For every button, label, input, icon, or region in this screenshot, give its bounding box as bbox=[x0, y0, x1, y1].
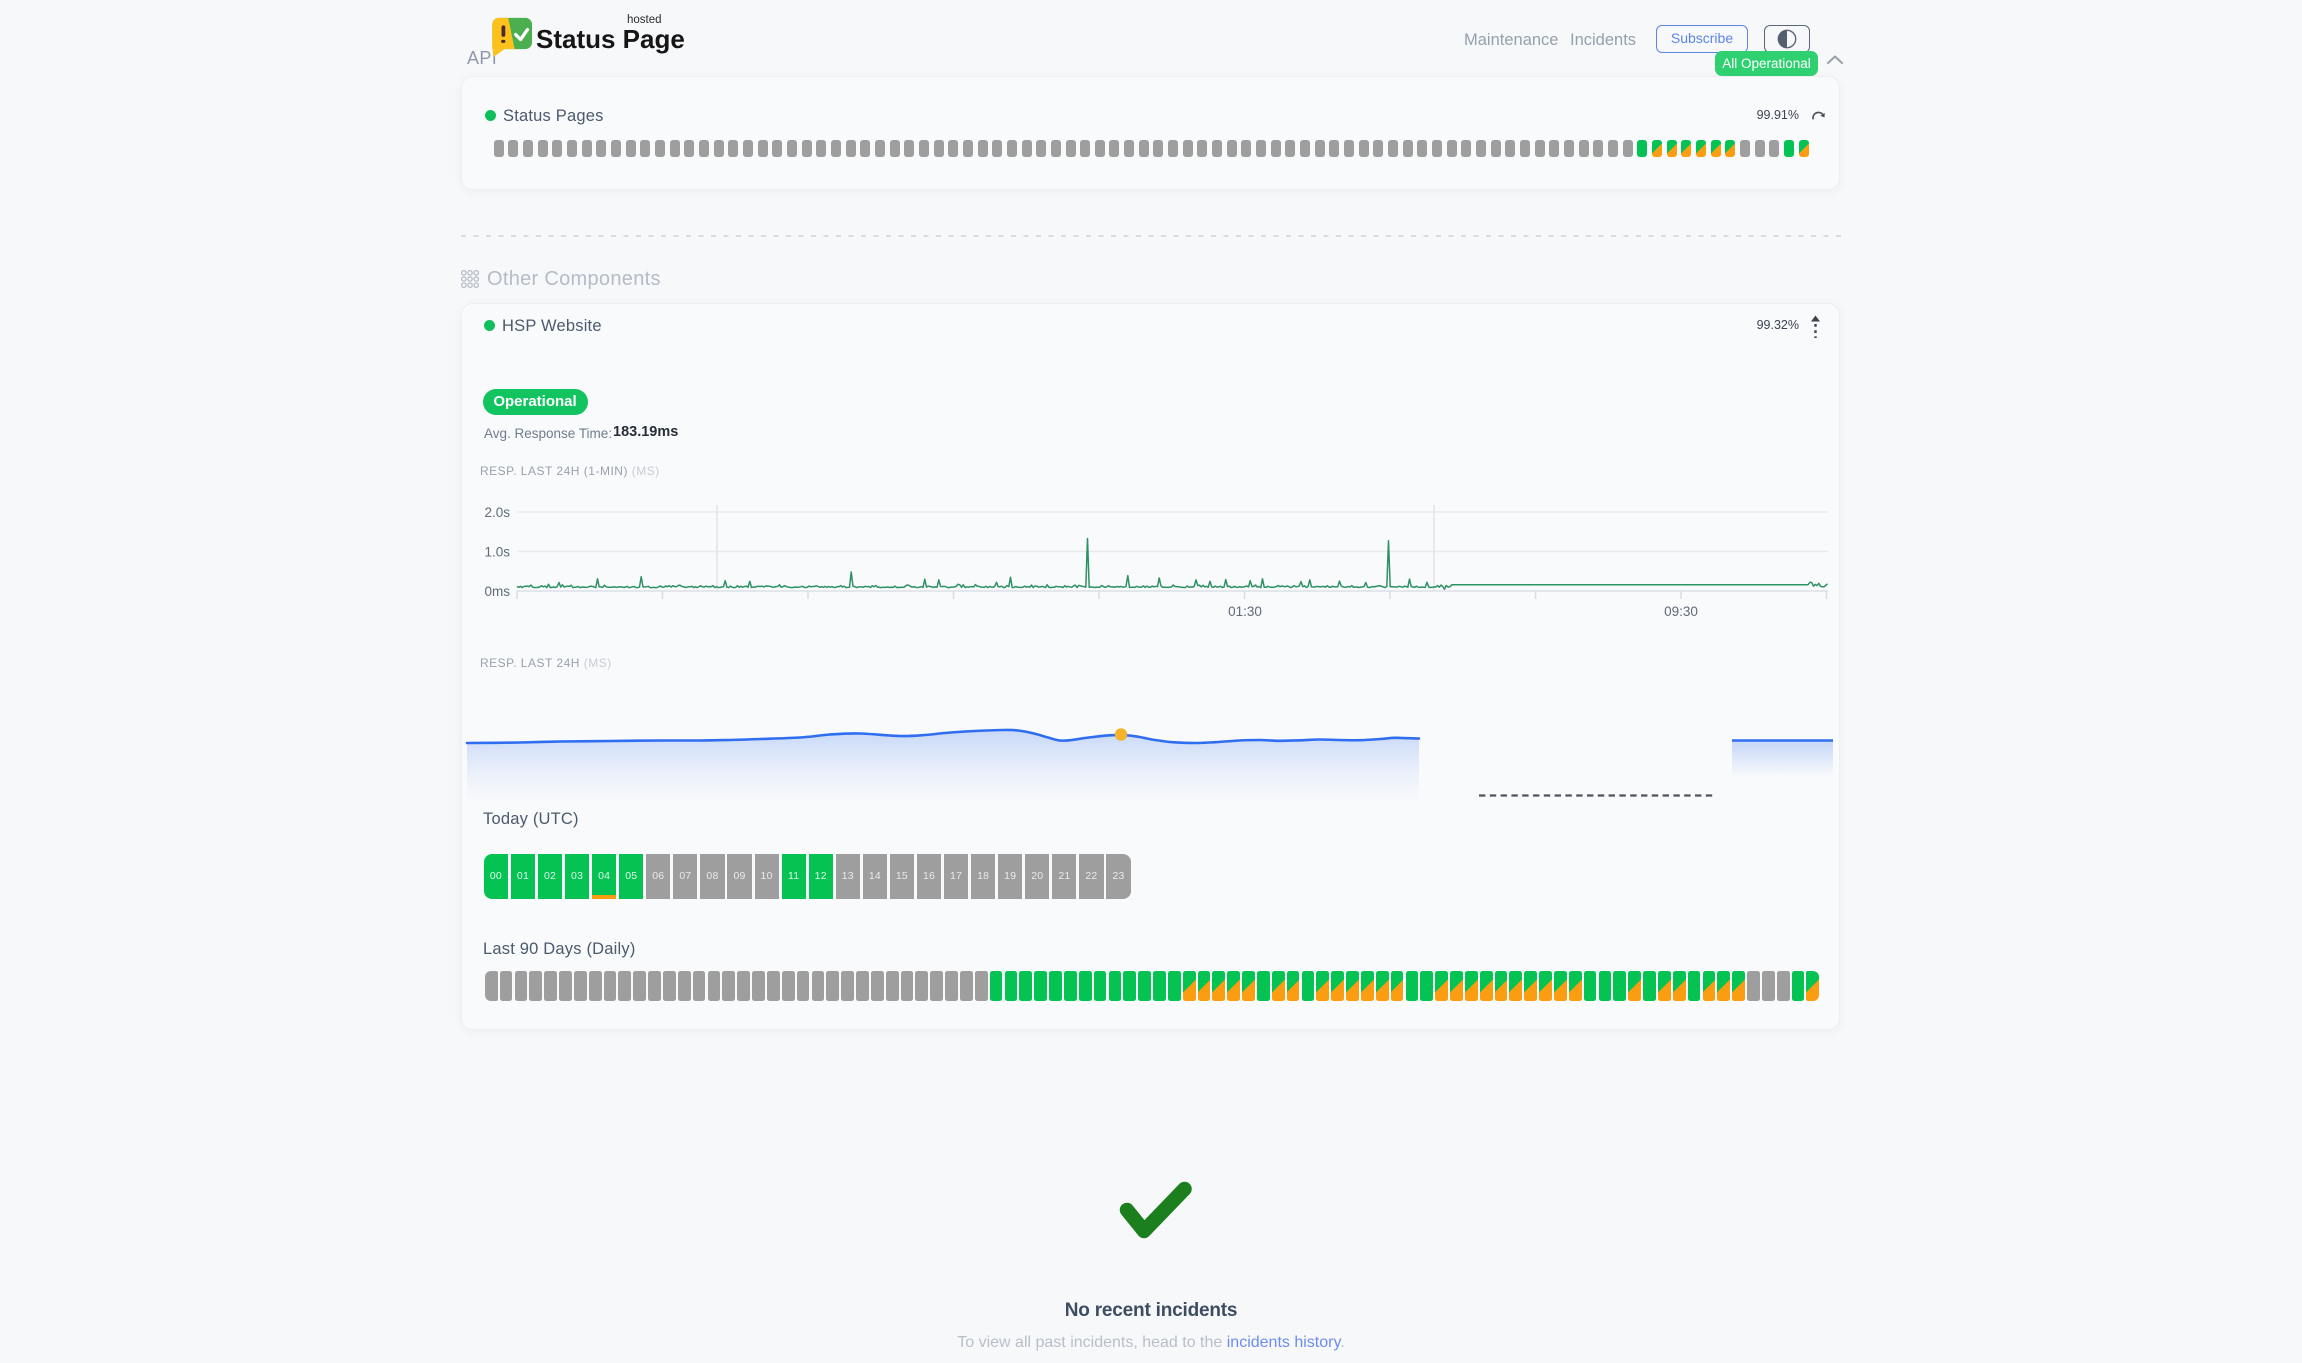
svg-text:01:30: 01:30 bbox=[1228, 604, 1262, 619]
svg-text:09:30: 09:30 bbox=[1664, 604, 1698, 619]
svg-text:2.0s: 2.0s bbox=[484, 505, 510, 520]
svg-text:1.0s: 1.0s bbox=[484, 545, 510, 560]
svg-text:0ms: 0ms bbox=[484, 584, 510, 599]
